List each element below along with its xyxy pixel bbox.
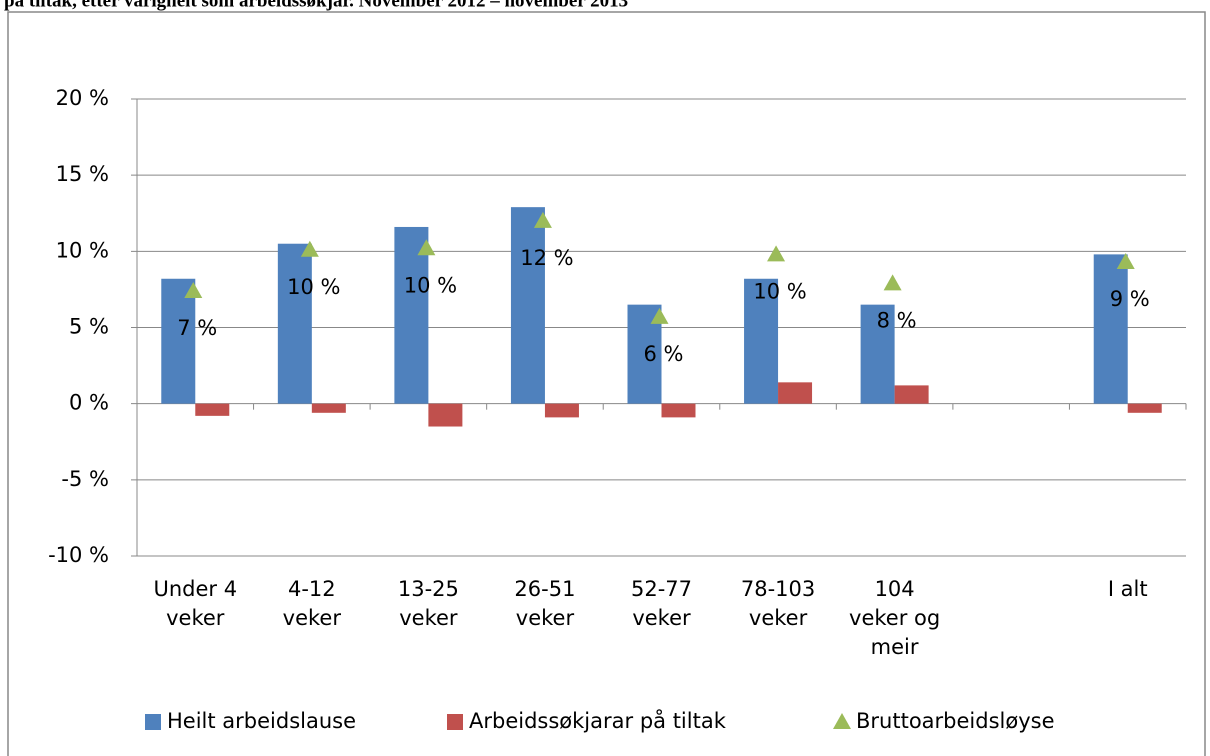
marker	[650, 307, 669, 324]
x-tick-label: 13-25	[398, 577, 459, 601]
marker	[883, 274, 902, 291]
bar	[1093, 254, 1128, 404]
bar	[161, 278, 196, 404]
x-tick-label: veker	[166, 606, 225, 630]
x-tick-label: I alt	[1108, 577, 1148, 601]
bar	[778, 382, 813, 404]
data-label: 10 %	[753, 279, 806, 303]
legend-label: Heilt arbeidslause	[167, 709, 356, 733]
y-tick-label: -5 %	[61, 467, 109, 491]
bar	[544, 403, 579, 418]
data-label: 10 %	[287, 275, 340, 299]
bar	[394, 226, 429, 404]
bar	[428, 403, 463, 427]
y-tick-label: 20 %	[56, 86, 109, 110]
legend-label: Bruttoarbeidsløyse	[856, 709, 1055, 733]
bar	[744, 278, 779, 404]
bar	[195, 403, 230, 416]
marker	[300, 240, 319, 257]
bar	[661, 403, 696, 418]
marker	[1116, 252, 1135, 269]
data-label: 8 %	[877, 308, 917, 332]
bar	[311, 403, 346, 413]
bar	[1127, 403, 1162, 413]
bar	[860, 304, 895, 404]
chart-title: på tiltak, etter varigheit som arbeidssø…	[4, 0, 628, 11]
x-tick-label: veker	[283, 606, 342, 630]
y-tick-label: 10 %	[56, 238, 109, 262]
x-tick-label: veker	[516, 606, 575, 630]
data-label: 12 %	[520, 246, 573, 270]
x-tick-label: veker	[399, 606, 458, 630]
marker	[417, 239, 436, 256]
bar	[894, 385, 929, 404]
bar	[277, 243, 312, 404]
marker	[533, 211, 552, 228]
y-tick-label: 15 %	[56, 162, 109, 186]
x-tick-label: veker og	[849, 606, 940, 630]
x-tick-label: 78-103	[741, 577, 815, 601]
x-tick-label: 104	[875, 577, 915, 601]
data-label: 6 %	[644, 342, 684, 366]
data-label: 9 %	[1110, 287, 1150, 311]
legend-swatch	[145, 714, 161, 730]
y-tick-label: 0 %	[69, 391, 109, 415]
data-label: 10 %	[404, 273, 457, 297]
legend-swatch	[833, 713, 851, 729]
bar	[510, 207, 545, 404]
x-tick-label: 52-77	[631, 577, 692, 601]
data-label: 7 %	[177, 316, 217, 340]
marker	[767, 245, 786, 262]
x-tick-label: Under 4	[153, 577, 237, 601]
y-tick-label: 5 %	[69, 315, 109, 339]
y-tick-label: -10 %	[48, 543, 109, 567]
legend-swatch	[447, 714, 463, 730]
marker	[184, 281, 203, 298]
x-tick-label: veker	[749, 606, 808, 630]
x-tick-label: meir	[871, 635, 919, 659]
legend-label: Arbeidssøkjarar på tiltak	[469, 708, 727, 733]
x-tick-label: veker	[632, 606, 691, 630]
x-tick-label: 26-51	[514, 577, 575, 601]
x-tick-label: 4-12	[288, 577, 336, 601]
chart-frame	[7, 11, 1206, 756]
